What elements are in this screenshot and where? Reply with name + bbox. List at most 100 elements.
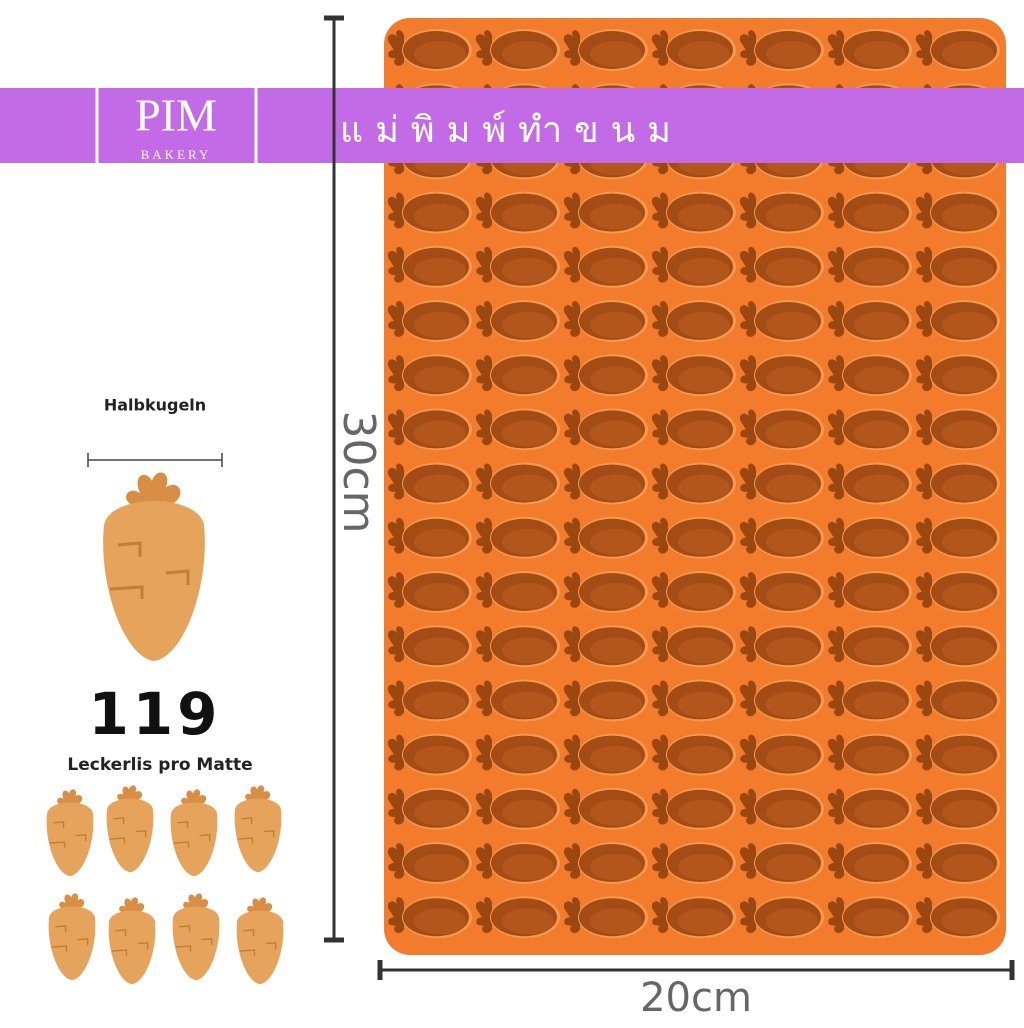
banner-title: แม่พิมพ์ทำขนม: [340, 110, 683, 151]
cavity: [475, 354, 560, 397]
cavity: [651, 842, 736, 884]
cavity: [651, 300, 736, 342]
cavity: [475, 300, 560, 342]
cavity: [475, 787, 560, 830]
cavity: [915, 842, 1000, 884]
cavity: [563, 191, 648, 234]
cavity: [387, 896, 472, 939]
cavity: [387, 516, 472, 559]
cavity: [827, 516, 912, 559]
cavity: [387, 787, 472, 830]
cavity: [475, 462, 560, 505]
cavity: [387, 571, 472, 613]
brand-sub: BAKERY: [141, 147, 212, 162]
cavity: [739, 625, 824, 668]
cavity: [387, 408, 472, 451]
carrot-sample: [171, 892, 221, 981]
width-dimension: [377, 960, 1015, 980]
cavity: [475, 896, 560, 939]
cavity: [651, 516, 736, 559]
brand: PIM: [135, 90, 217, 141]
cavity: [827, 571, 912, 613]
cavity: [827, 733, 912, 776]
cavity: [827, 408, 912, 451]
cavity: [827, 679, 912, 722]
cavity: [915, 896, 1000, 939]
cavity: [651, 625, 736, 668]
cavity: [475, 408, 560, 451]
cavity: [739, 300, 824, 342]
cavity: [827, 625, 912, 668]
cavity: [475, 516, 560, 559]
cavity: [915, 625, 1000, 668]
cavity: [387, 29, 472, 71]
cavity: [827, 462, 912, 505]
cavity: [475, 571, 560, 613]
cavity: [651, 191, 736, 234]
cavity: [563, 625, 648, 668]
cavity: [563, 516, 648, 559]
cavity: [651, 462, 736, 505]
cavity: [563, 733, 648, 776]
cavity: [563, 354, 648, 397]
cavity: [739, 679, 824, 722]
cavity: [387, 625, 472, 668]
cavity: [827, 787, 912, 830]
cavity: [915, 245, 1000, 288]
cavity: [915, 516, 1000, 559]
cavity: [827, 300, 912, 342]
cavity: [739, 354, 824, 397]
cavity: [915, 29, 1000, 71]
height-dimension: [324, 15, 344, 943]
cavity: [563, 29, 648, 71]
cavity: [739, 245, 824, 288]
cavity: [651, 571, 736, 613]
cavity: [739, 516, 824, 559]
cavity: [915, 300, 1000, 342]
cavity: [387, 733, 472, 776]
cavity: [827, 29, 912, 71]
cavity: [475, 733, 560, 776]
cavity: [475, 679, 560, 722]
carrot-samples: [45, 784, 285, 985]
cavity: [387, 245, 472, 288]
cavity: [563, 408, 648, 451]
cavity: [475, 245, 560, 288]
cavity: [563, 571, 648, 613]
shape-label: Halbkugeln: [104, 396, 206, 415]
cavity: [651, 733, 736, 776]
cavity: [915, 679, 1000, 722]
cavity: [563, 245, 648, 288]
count: 119: [88, 680, 221, 748]
cavity: [915, 408, 1000, 451]
shape-dimension: [87, 453, 223, 467]
cavity: [563, 896, 648, 939]
cavity: [739, 842, 824, 884]
cavity: [563, 300, 648, 342]
width-label: 20cm: [640, 975, 752, 1021]
carrot-sample: [105, 784, 155, 873]
cavity: [827, 354, 912, 397]
cavity: [563, 679, 648, 722]
cavity: [915, 787, 1000, 830]
cavity: [387, 300, 472, 342]
cavity: [387, 462, 472, 505]
cavity: [387, 354, 472, 397]
cavity: [739, 733, 824, 776]
cavity: [387, 842, 472, 884]
cavity: [827, 842, 912, 884]
cavity: [475, 191, 560, 234]
cavity: [915, 462, 1000, 505]
cavity: [739, 462, 824, 505]
cavity: [651, 787, 736, 830]
cavity: [651, 679, 736, 722]
carrot-sample: [107, 896, 157, 985]
cavity: [651, 245, 736, 288]
cavity: [915, 733, 1000, 776]
cavity: [563, 462, 648, 505]
cavity: [915, 571, 1000, 613]
cavity: [475, 842, 560, 884]
carrot-sample: [45, 788, 95, 877]
cavity: [651, 29, 736, 71]
